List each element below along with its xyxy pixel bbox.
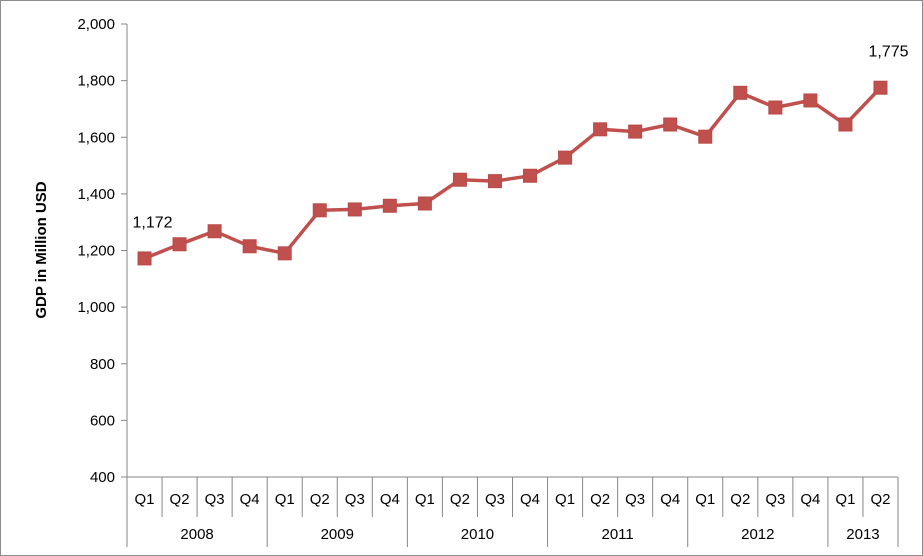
x-tick-label-year: 2013 — [846, 526, 879, 543]
data-point-marker — [277, 246, 292, 261]
data-point-marker — [768, 100, 783, 115]
x-tick-label-year: 2008 — [180, 526, 213, 543]
data-point-marker — [558, 150, 573, 165]
x-tick-label-quarter: Q2 — [450, 491, 470, 508]
data-point-marker — [733, 85, 748, 100]
x-tick-label-year: 2011 — [602, 526, 634, 543]
data-point-marker — [663, 117, 678, 132]
x-tick-label-quarter: Q3 — [345, 491, 365, 508]
x-tick-label-quarter: Q2 — [590, 491, 610, 508]
data-point-marker — [172, 237, 187, 252]
data-point-marker — [838, 117, 853, 132]
data-label: 1,172 — [132, 214, 172, 231]
y-tick-label: 2,000 — [77, 16, 115, 33]
x-tick-label-quarter: Q3 — [205, 491, 225, 508]
annotation-layer: 1,172 1,775 — [132, 44, 908, 232]
data-point-marker — [593, 122, 608, 137]
data-point-marker — [382, 198, 397, 213]
y-tick-label: 1,600 — [77, 129, 115, 146]
data-point-marker — [873, 80, 888, 95]
data-point-marker — [698, 129, 713, 144]
data-point-marker — [207, 224, 222, 239]
y-tick-label: 1,000 — [77, 299, 115, 316]
x-tick-label-year: 2009 — [321, 526, 354, 543]
y-axis-title: GDP in Million USD — [33, 181, 50, 318]
data-point-marker — [452, 172, 467, 187]
y-axis: 2,000 1,800 1,600 1,400 1,200 1,000 800 600 400 — [77, 16, 128, 486]
data-point-marker — [137, 251, 152, 266]
y-tick-label: 800 — [90, 356, 115, 373]
x-tick-label-quarter: Q1 — [275, 491, 295, 508]
x-tick-label-quarter: Q3 — [765, 491, 785, 508]
data-label: 1,775 — [868, 44, 908, 61]
x-axis: Q1 Q2 Q3 Q4 Q1 Q2 Q3 Q4 Q1 Q2 Q3 Q4 Q1 Q2 Q3 Q4 Q1 Q2 Q3 Q4… — [126, 476, 899, 547]
x-tick-label-quarter: Q2 — [870, 491, 890, 508]
y-tick-label: 1,200 — [77, 243, 115, 260]
y-tick-label: 1,800 — [77, 73, 115, 90]
x-tick-label-year: 2010 — [461, 526, 494, 543]
x-tick-label-quarter: Q4 — [660, 491, 680, 508]
data-point-marker — [803, 93, 818, 108]
x-tick-label-quarter: Q1 — [135, 491, 155, 508]
data-point-marker — [523, 168, 538, 183]
y-tick-label: 400 — [90, 469, 115, 486]
data-point-marker — [347, 202, 362, 217]
x-tick-label-quarter: Q4 — [240, 491, 260, 508]
data-point-marker — [417, 196, 432, 211]
x-tick-label-quarter: Q1 — [415, 491, 435, 508]
x-tick-label-quarter: Q2 — [170, 491, 190, 508]
x-tick-label-quarter: Q1 — [555, 491, 575, 508]
x-tick-label-quarter: Q3 — [485, 491, 505, 508]
x-tick-label-quarter: Q4 — [380, 491, 400, 508]
y-tick-label: 600 — [90, 412, 115, 429]
y-tick-label: 1,400 — [77, 186, 115, 203]
series-layer — [137, 80, 888, 266]
x-tick-label-year: 2012 — [741, 526, 774, 543]
x-tick-label-quarter: Q3 — [625, 491, 645, 508]
data-point-marker — [312, 203, 327, 218]
x-tick-label-quarter: Q1 — [695, 491, 715, 508]
x-tick-label-quarter: Q4 — [520, 491, 540, 508]
x-tick-label-quarter: Q4 — [800, 491, 820, 508]
data-point-marker — [242, 239, 257, 254]
x-tick-label-quarter: Q1 — [835, 491, 855, 508]
x-tick-label-quarter: Q2 — [730, 491, 750, 508]
x-tick-label-quarter: Q2 — [310, 491, 330, 508]
series-line — [143, 86, 882, 261]
data-point-marker — [487, 174, 502, 189]
data-point-marker — [628, 124, 643, 139]
